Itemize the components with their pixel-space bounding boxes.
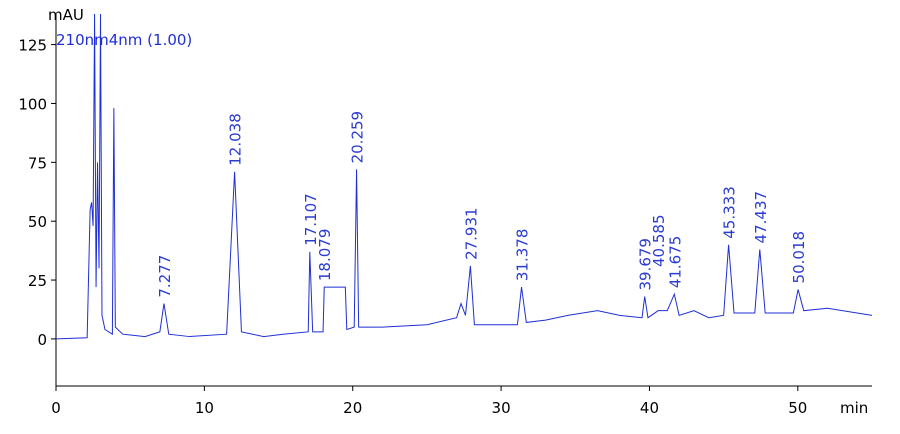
- y-tick-label: 25: [28, 272, 47, 290]
- y-tick-label: 0: [37, 331, 47, 349]
- peak-label: 18.079: [316, 229, 334, 282]
- x-tick-label: 30: [492, 399, 511, 417]
- peak-label: 20.259: [349, 111, 367, 164]
- peak-label: 17.107: [302, 193, 320, 246]
- x-tick-label: 0: [51, 399, 61, 417]
- trace: [56, 14, 872, 340]
- x-tick-label: 50: [788, 399, 807, 417]
- peak-label: 41.675: [666, 236, 684, 289]
- peak-label: 39.679: [637, 238, 655, 291]
- x-tick-label: 10: [195, 399, 214, 417]
- y-tick-label: 50: [28, 213, 47, 231]
- peak-label: 47.437: [752, 191, 770, 244]
- y-tick-label: 75: [28, 154, 47, 172]
- peak-label: 50.018: [790, 231, 808, 284]
- peak-label: 45.333: [721, 186, 739, 239]
- series-label: 210nm4nm (1.00): [56, 31, 192, 49]
- axes-frame: [55, 14, 872, 387]
- peak-label: 12.038: [227, 113, 245, 166]
- peak-label: 31.378: [514, 229, 532, 282]
- y-tick-label: 125: [18, 37, 47, 55]
- x-tick-label: 20: [343, 399, 362, 417]
- peak-label: 40.585: [650, 214, 668, 267]
- y-axis-label: mAU: [48, 6, 84, 24]
- x-tick-label: 40: [640, 399, 659, 417]
- y-tick-label: 100: [18, 95, 47, 113]
- peak-label: 27.931: [462, 207, 480, 260]
- x-axis-label: min: [840, 399, 868, 417]
- peak-label: 7.277: [156, 255, 174, 298]
